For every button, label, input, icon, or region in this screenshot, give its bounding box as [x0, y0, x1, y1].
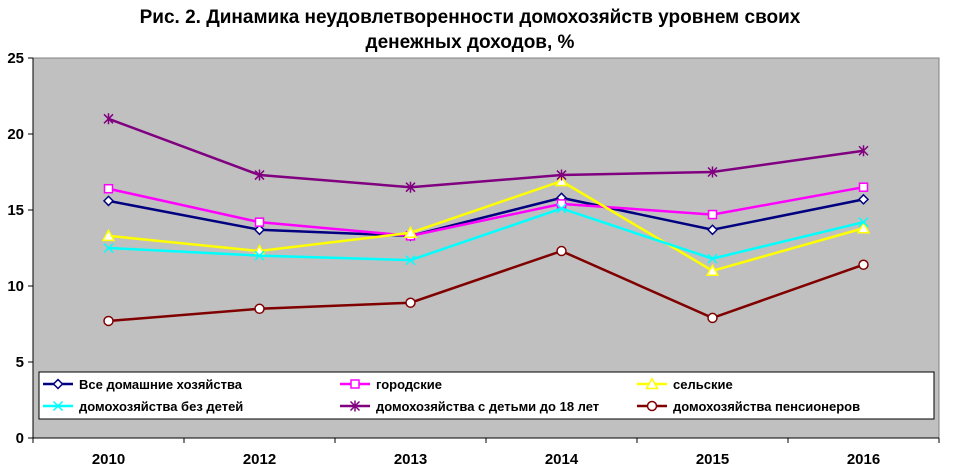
data-point-2014: [554, 174, 569, 187]
data-point-2016: [858, 259, 869, 270]
legend-marker: [646, 400, 658, 412]
data-point-2010: [103, 113, 114, 125]
legend: Все домашние хозяйства городские сельские д…: [38, 371, 935, 420]
series-line: [108, 207, 864, 262]
x-tick-label: 2010: [92, 451, 125, 468]
x-tick-label: 2013: [394, 451, 427, 468]
legend-item: Все домашние хозяйства: [43, 377, 243, 392]
legend-label: домохозяйства пенсионеров: [673, 399, 860, 414]
series-layer: [101, 113, 871, 327]
legend-item: сельские: [637, 376, 733, 392]
series-line: [108, 179, 864, 273]
series-4: [103, 203, 869, 266]
series-5: [103, 113, 869, 193]
data-point-2013: [405, 181, 416, 193]
data-point-2012: [254, 169, 265, 181]
data-point-2010: [102, 195, 115, 207]
x-tick-label: 2012: [243, 451, 276, 468]
data-point-2012: [253, 224, 266, 236]
series-line: [108, 185, 864, 238]
y-tick-label: 25: [7, 50, 24, 67]
data-point-2014: [556, 169, 567, 181]
data-point-2010: [103, 242, 114, 254]
legend-item: домохозяйства с детьми до 18 лет: [340, 399, 599, 414]
data-point-2010: [103, 315, 114, 327]
data-point-2015: [707, 312, 718, 324]
axes: 0 5 10 15 20 25 2010 2012 2013 2014 2015 2016: [7, 50, 940, 468]
data-point-2012: [254, 217, 265, 227]
y-tick-label: 0: [16, 430, 24, 447]
series-line: [108, 196, 864, 238]
legend-item: домохозяйства без детей: [43, 399, 243, 414]
legend-marker: [52, 400, 64, 412]
chart-title-line-1: Рис. 2. Динамика неудовлетворенности дом…: [140, 7, 801, 28]
data-point-2016: [857, 193, 870, 205]
legend-item: домохозяйства пенсионеров: [637, 399, 860, 414]
data-point-2010: [101, 228, 116, 242]
legend-label: городские: [376, 377, 442, 392]
data-point-2015: [705, 263, 720, 277]
data-point-2010: [103, 183, 114, 194]
legend-marker: [645, 376, 659, 390]
legend-label: Все домашние хозяйства: [79, 377, 243, 392]
data-point-2015: [706, 224, 719, 236]
legend-marker: [350, 379, 360, 389]
data-point-2015: [707, 253, 718, 264]
legend-label: домохозяйства без детей: [79, 399, 243, 414]
data-point-2016: [858, 145, 869, 157]
series-line: [108, 117, 864, 189]
series-6: [103, 245, 869, 327]
series-line: [108, 249, 864, 323]
legend-marker: [52, 378, 64, 390]
legend-marker: [349, 400, 361, 412]
chart-title-line-2: денежных доходов, %: [366, 32, 575, 53]
legend-label: домохозяйства с детьми до 18 лет: [376, 399, 599, 414]
data-point-2016: [858, 217, 869, 228]
data-point-2016: [856, 221, 871, 234]
y-tick-label: 10: [7, 278, 24, 295]
data-point-2013: [405, 297, 416, 308]
y-tick-label: 20: [7, 126, 24, 143]
legend-label: сельские: [673, 377, 733, 392]
data-point-2016: [858, 182, 869, 192]
data-point-2014: [556, 245, 567, 257]
x-tick-label: 2014: [545, 451, 579, 468]
data-point-2013: [403, 225, 418, 239]
legend-item: городские: [340, 377, 442, 392]
legend-box: [38, 371, 935, 420]
data-point-2015: [707, 209, 718, 220]
x-tick-label: 2016: [847, 451, 880, 468]
x-tick-label: 2015: [696, 451, 729, 468]
y-tick-label: 5: [16, 354, 24, 371]
data-point-2012: [254, 250, 265, 261]
data-point-2015: [707, 166, 718, 178]
data-point-2012: [254, 303, 265, 315]
data-point-2013: [405, 255, 416, 266]
y-tick-label: 15: [7, 202, 24, 219]
data-point-2014: [556, 203, 567, 214]
